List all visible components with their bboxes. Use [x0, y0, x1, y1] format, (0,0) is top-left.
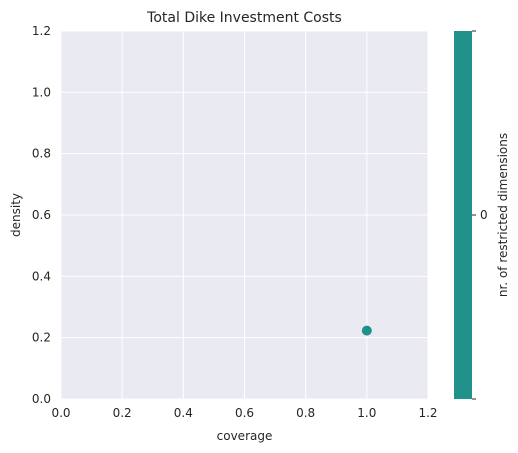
x-tick-label: 0.4 — [174, 406, 193, 420]
x-axis-label: coverage — [217, 429, 273, 443]
y-tick-label: 0.0 — [32, 392, 51, 406]
x-tick-label: 0.6 — [235, 406, 254, 420]
x-tick-label: 0.8 — [296, 406, 315, 420]
y-tick-label: 0.8 — [32, 147, 51, 161]
colorbar-label: nr. of restricted dimensions — [496, 133, 510, 297]
y-axis-label: density — [9, 193, 23, 237]
colorbar-ticks: 0 — [472, 30, 488, 400]
colorbar — [454, 31, 472, 399]
x-axis-ticks: 0.0 0.2 0.4 0.6 0.8 1.0 1.2 — [51, 406, 437, 420]
x-tick-label: 0.0 — [51, 406, 70, 420]
y-tick-label: 1.0 — [32, 85, 51, 99]
y-tick-label: 1.2 — [32, 24, 51, 38]
grid-lines — [60, 30, 429, 400]
x-tick-label: 1.0 — [357, 406, 376, 420]
chart-title: Total Dike Investment Costs — [146, 10, 342, 26]
data-points — [361, 325, 372, 336]
y-axis-ticks: 0.0 0.2 0.4 0.6 0.8 1.0 1.2 — [32, 24, 51, 406]
y-tick-label: 0.4 — [32, 269, 51, 283]
y-tick-label: 0.6 — [32, 208, 51, 222]
colorbar-tick-label: 0 — [480, 208, 488, 222]
y-tick-label: 0.2 — [32, 331, 51, 345]
x-tick-label: 1.2 — [418, 406, 437, 420]
data-point — [361, 325, 372, 336]
x-tick-label: 0.2 — [113, 406, 132, 420]
